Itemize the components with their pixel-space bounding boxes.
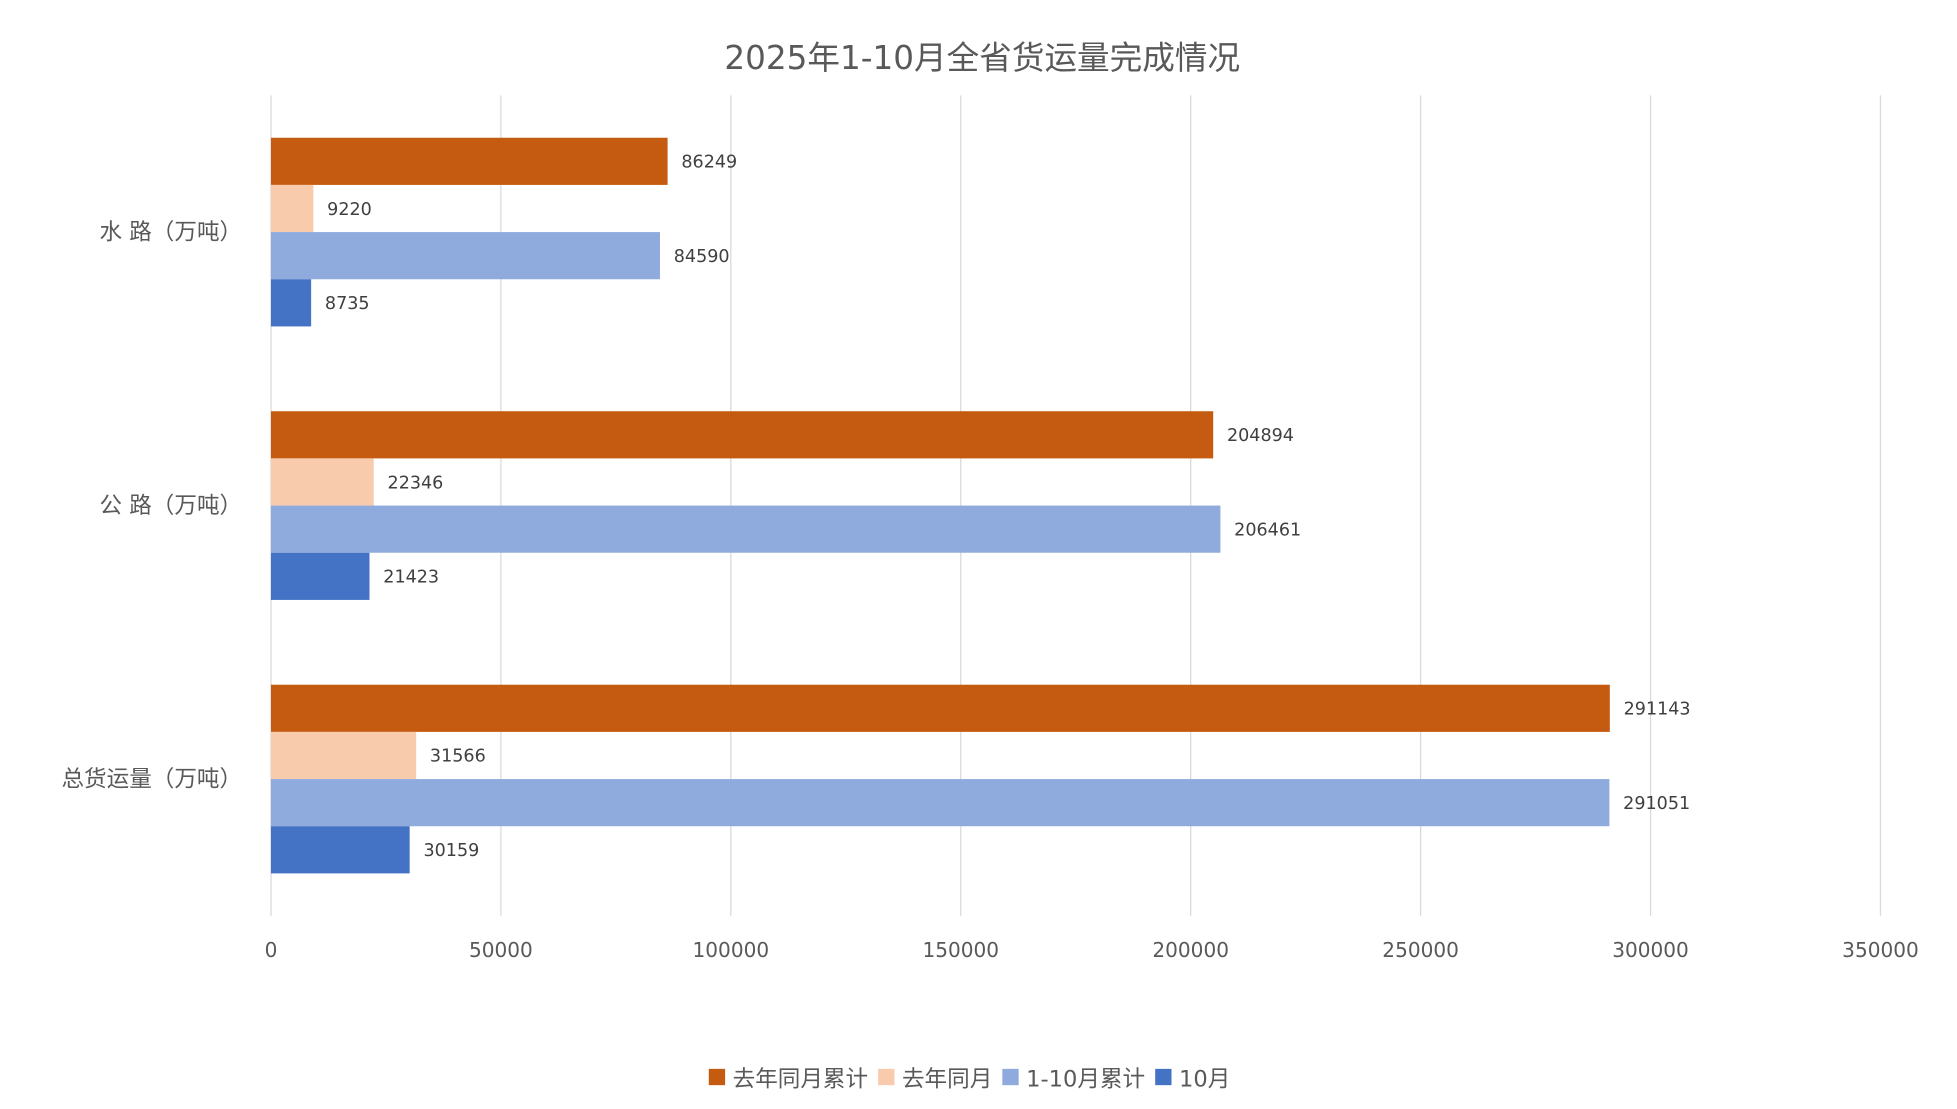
x-tick-label: 300000: [1612, 938, 1689, 962]
x-tick-label: 350000: [1842, 938, 1919, 962]
data-label: 31566: [430, 747, 486, 767]
chart-title: 2025年1-10月全省货运量完成情况: [724, 39, 1240, 77]
x-tick-label: 0: [265, 938, 278, 962]
data-label: 206461: [1234, 520, 1301, 540]
bar: [270, 411, 1214, 459]
x-tick-label: 150000: [922, 938, 999, 962]
bar: [270, 232, 660, 280]
x-tick-label: 100000: [693, 938, 770, 962]
legend-label: 去年同月: [902, 1066, 992, 1092]
category-label: 水 路（万吨）: [99, 220, 242, 246]
data-label: 204894: [1227, 426, 1294, 446]
bar: [270, 552, 370, 600]
bar: [270, 184, 314, 233]
category-label: 总货运量（万吨）: [61, 767, 242, 793]
legend-swatch: [1155, 1068, 1172, 1086]
legend-swatch: [708, 1068, 726, 1086]
data-label: 291143: [1624, 700, 1691, 720]
data-label: 30159: [423, 841, 479, 861]
bar: [270, 505, 1221, 553]
x-tick-label: 200000: [1152, 938, 1229, 962]
bar: [270, 779, 1610, 827]
data-label: 9220: [327, 200, 372, 220]
bar: [270, 731, 417, 780]
legend-swatch: [878, 1068, 895, 1086]
bar: [270, 458, 374, 506]
bar: [270, 826, 410, 874]
data-label: 291051: [1623, 794, 1690, 814]
category-label: 公 路（万吨）: [99, 493, 242, 519]
data-label: 86249: [681, 153, 737, 173]
bar: [270, 137, 668, 185]
x-tick-label: 250000: [1382, 938, 1459, 962]
legend-label: 1-10月累计: [1026, 1066, 1145, 1092]
legend-swatch: [1002, 1068, 1019, 1086]
data-label: 8735: [325, 294, 370, 314]
data-label: 21423: [383, 568, 439, 588]
x-tick-label: 50000: [469, 938, 533, 962]
bar: [270, 279, 312, 327]
bar: [270, 684, 1610, 732]
legend-label: 10月: [1179, 1066, 1230, 1092]
data-label: 84590: [674, 247, 730, 267]
data-label: 22346: [388, 473, 444, 493]
legend-label: 去年同月累计: [733, 1066, 868, 1092]
